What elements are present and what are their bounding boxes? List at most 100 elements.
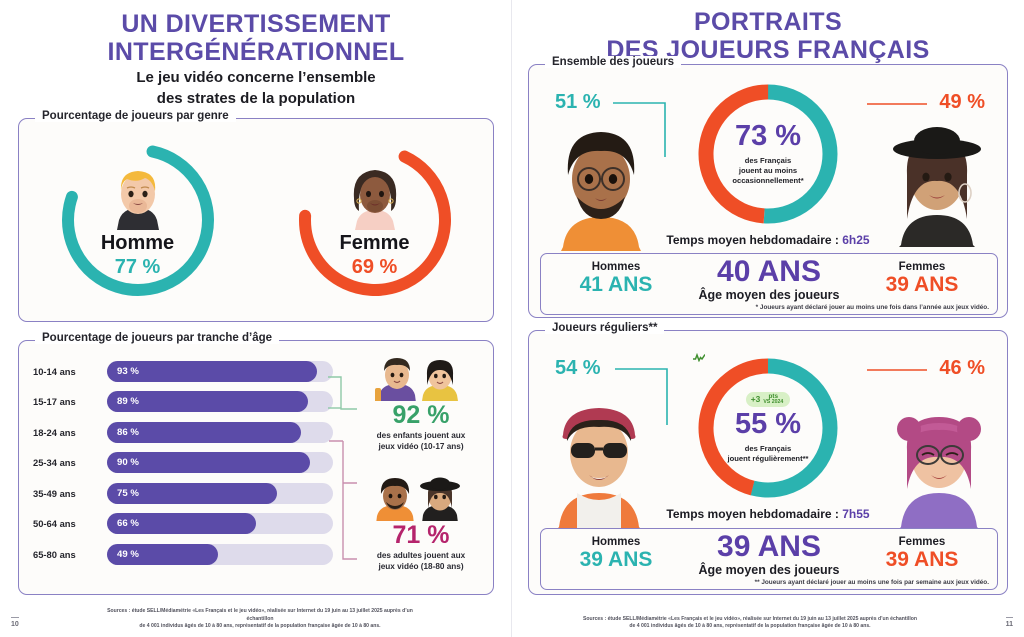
left-page: UN DIVERTISSEMENT INTERGÉNÉRATIONNEL Le … [0,10,512,631]
gender-unit-female: Femme 69 % [256,119,493,321]
regular-players-donut-svg [698,358,838,498]
regular-players-weekly-time: Temps moyen hebdomadaire : 7h55 [529,507,1007,521]
all-players-average-label: Âge moyen des joueurs [698,287,840,302]
age-chart-card: Pourcentage de joueurs par tranche d’âge… [18,332,494,595]
all-players-women-value: 39 ANS [885,273,959,296]
children-desc-line-2: jeux vidéo (10-17 ans) [378,441,464,451]
bar-label: 50-64 ans [33,518,76,529]
table-row: 18-24 ans 86 % [33,418,333,446]
bar-label: 65-80 ans [33,548,76,560]
bar-value: 75 % [117,487,139,499]
pulse-icon [693,353,705,362]
all-players-desc-line-2: jouent au moins [738,165,798,175]
regular-players-women-label: Femmes [898,536,946,548]
age-callouts: 92 % des enfants jouent aux jeux vidéo (… [341,353,487,585]
male-percentage: 77 % [114,255,161,278]
age-card-legend: Pourcentage de joueurs par tranche d’âge [35,332,280,344]
male-avatar [107,164,169,230]
regular-players-women-stat: Femmes 39 ANS [857,536,987,572]
female-label: Femme [339,231,410,254]
bar-track: 49 % [107,543,333,565]
bar-fill: 90 % [107,452,311,473]
female-percentage: 69 % [351,255,398,278]
all-players-average-value: 40 ANS [717,255,821,288]
left-title-line-1: UN DIVERTISSEMENT [121,10,391,38]
all-players-legend: Ensemble des joueurs [545,56,682,68]
table-row: 50-64 ans 66 % [33,510,333,538]
gender-card-legend: Pourcentage de joueurs par genre [35,110,236,122]
regular-players-average-label: Âge moyen des joueurs [698,562,840,577]
right-page: PORTRAITS DES JOUEURS FRANÇAIS Ensemble … [512,0,1024,637]
left-connector-line [615,368,668,425]
regular-players-footnote: ** Joueurs ayant déclaré jouer au moins … [754,579,989,586]
bar-fill: 93 % [107,360,318,382]
all-players-men-label: Hommes [591,261,641,273]
bar-track: 66 % [107,513,333,534]
male-ring: Homme 77 % [55,137,221,303]
callout-children: 92 % des enfants jouent aux jeux vidéo (… [359,353,483,452]
all-players-men-stat: Hommes 41 ANS [551,261,681,297]
right-connector-line [867,103,927,105]
bar-label: 10-14 ans [33,365,76,377]
left-title-line-2: INTERGÉNÉRATIONNEL [107,38,405,66]
trend-badge-compare: VS 2024 [763,398,784,405]
left-page-number: 10 [11,617,19,628]
all-players-women-stat: Femmes 39 ANS [857,261,987,297]
all-players-male-percentage: 51 % [555,91,601,113]
all-players-weekly-time-label: Temps moyen hebdomadaire : [666,233,839,247]
bar-track: 90 % [107,452,333,473]
bar-value: 90 % [117,457,139,468]
bar-track: 93 % [107,360,333,382]
regular-players-men-label: Hommes [591,536,641,548]
left-subtitle-line-2: des strates de la population [156,89,356,107]
left-page-title: UN DIVERTISSEMENT INTERGÉNÉRATIONNEL [0,10,512,66]
male-ring-svg [61,144,214,296]
adults-avatars [369,473,473,524]
bar-label: 25-34 ans [33,457,76,468]
female-avatar [344,164,406,230]
regular-players-card: Joueurs réguliers** 54 % 46 % [528,322,1008,595]
regular-players-men-value: 39 ANS [579,548,653,571]
regular-players-male-portrait [547,389,651,529]
bar-label: 15-17 ans [33,396,76,407]
all-players-weekly-time-value: 6h25 [842,233,870,247]
table-row: 65-80 ans 49 % [33,540,333,568]
regular-players-weekly-time-value: 7h55 [842,507,870,521]
left-sources-line-1: Sources : étude SELL/Médiamétrie «Les Fr… [107,608,413,622]
all-players-men-value: 41 ANS [579,273,653,296]
right-connector-line [867,369,927,371]
bar-label: 18-24 ans [33,426,76,438]
children-avatars [369,353,473,403]
adults-description: des adultes jouent aux jeux vidéo (18-80… [359,551,483,572]
all-players-card: Ensemble des joueurs 51 % 49 % [528,56,1008,318]
left-subtitle-line-1: Le jeu vidéo concerne l’ensemble [136,69,376,86]
all-players-women-label: Femmes [898,261,946,273]
bracket-connectors [328,376,357,560]
all-players-footnote: * Joueurs ayant déclaré jouer au moins u… [755,304,989,311]
bar-track: 75 % [107,482,333,504]
right-title-line-1: PORTRAITS [693,8,843,36]
regular-players-women-value: 39 ANS [885,548,959,571]
all-players-desc-line-3: occasionnellement* [732,176,804,186]
bar-value: 66 % [117,518,139,529]
table-row: 25-34 ans 90 % [33,449,333,477]
regular-players-female-portrait [887,389,991,529]
gender-chart-card: Pourcentage de joueurs par genre [18,110,494,322]
page-divider [511,0,512,637]
regular-players-weekly-time-label: Temps moyen hebdomadaire : [666,507,839,521]
regular-players-center-value: 55 % [734,408,802,441]
regular-players-age-stats: Hommes 39 ANS 39 ANS Âge moyen des joueu… [540,528,998,590]
regular-players-desc-line-2: jouent régulièrement** [727,454,809,464]
gender-unit-male: Homme 77 % [19,119,256,321]
female-ring: Femme 69 % [292,137,458,303]
children-percentage: 92 % [392,401,450,429]
age-bar-chart: 10-14 ans 93 % 15-17 ans 89 % [33,357,333,571]
bar-fill: 66 % [107,513,257,534]
left-sources: Sources : étude SELL/Médiamétrie «Les Fr… [95,608,425,631]
bar-track: 89 % [107,391,333,412]
table-row: 35-49 ans 75 % [33,479,333,507]
left-connector-line [613,102,666,157]
all-players-center-desc: des Français jouent au moins occasionnel… [732,156,803,187]
all-players-average-stat: 40 ANS Âge moyen des joueurs [654,255,884,302]
